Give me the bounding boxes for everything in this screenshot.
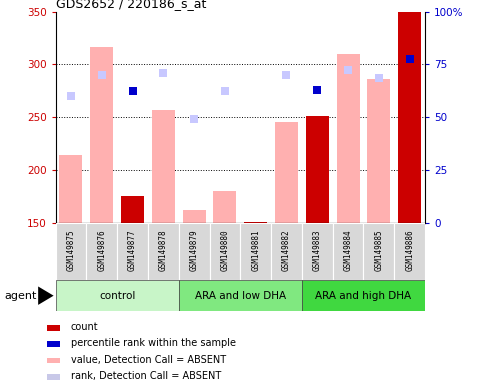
Bar — [302, 223, 333, 280]
Bar — [364, 223, 394, 280]
Point — [159, 70, 167, 76]
Bar — [47, 358, 60, 363]
Bar — [183, 210, 206, 223]
Point — [406, 56, 413, 62]
Text: GSM149876: GSM149876 — [97, 230, 106, 271]
Bar — [47, 325, 60, 331]
Text: value, Detection Call = ABSENT: value, Detection Call = ABSENT — [71, 354, 226, 364]
Bar — [117, 223, 148, 280]
Bar — [210, 223, 240, 280]
Text: count: count — [71, 322, 99, 332]
Text: GSM149875: GSM149875 — [67, 230, 75, 271]
Bar — [148, 223, 179, 280]
Point — [128, 88, 136, 94]
Bar — [398, 12, 421, 223]
Text: GSM149883: GSM149883 — [313, 230, 322, 271]
Bar — [179, 223, 210, 280]
Text: ARA and low DHA: ARA and low DHA — [195, 291, 286, 301]
Bar — [56, 280, 179, 311]
Point — [344, 66, 352, 73]
Bar — [240, 223, 271, 280]
Text: GSM149878: GSM149878 — [159, 230, 168, 271]
Bar — [179, 280, 302, 311]
Bar — [275, 122, 298, 223]
Point — [221, 88, 229, 94]
Polygon shape — [38, 286, 54, 305]
Bar — [90, 47, 114, 223]
Text: GSM149877: GSM149877 — [128, 230, 137, 271]
Text: ARA and high DHA: ARA and high DHA — [315, 291, 412, 301]
Bar — [394, 223, 425, 280]
Bar — [86, 223, 117, 280]
Point — [190, 116, 198, 122]
Text: GSM149879: GSM149879 — [190, 230, 199, 271]
Text: GSM149882: GSM149882 — [282, 230, 291, 271]
Bar — [337, 54, 360, 223]
Bar — [152, 110, 175, 223]
Bar — [306, 116, 329, 223]
Point — [98, 72, 106, 78]
Bar — [213, 191, 237, 223]
Bar — [47, 374, 60, 380]
Text: rank, Detection Call = ABSENT: rank, Detection Call = ABSENT — [71, 371, 221, 381]
Bar — [271, 223, 302, 280]
Bar — [59, 155, 83, 223]
Bar — [333, 223, 364, 280]
Bar — [47, 341, 60, 347]
Point — [283, 72, 290, 78]
Bar — [302, 280, 425, 311]
Bar — [367, 79, 390, 223]
Point — [67, 93, 75, 99]
Point — [313, 87, 321, 93]
Text: GSM149886: GSM149886 — [405, 230, 414, 271]
Text: control: control — [99, 291, 135, 301]
Text: agent: agent — [5, 291, 37, 301]
Bar — [121, 196, 144, 223]
Text: GDS2652 / 220186_s_at: GDS2652 / 220186_s_at — [56, 0, 206, 10]
Text: GSM149885: GSM149885 — [374, 230, 384, 271]
Text: GSM149880: GSM149880 — [220, 230, 229, 271]
Point — [375, 75, 383, 81]
Bar — [56, 223, 86, 280]
Text: percentile rank within the sample: percentile rank within the sample — [71, 338, 236, 348]
Text: GSM149884: GSM149884 — [343, 230, 353, 271]
Text: GSM149881: GSM149881 — [251, 230, 260, 271]
Bar — [244, 222, 267, 223]
